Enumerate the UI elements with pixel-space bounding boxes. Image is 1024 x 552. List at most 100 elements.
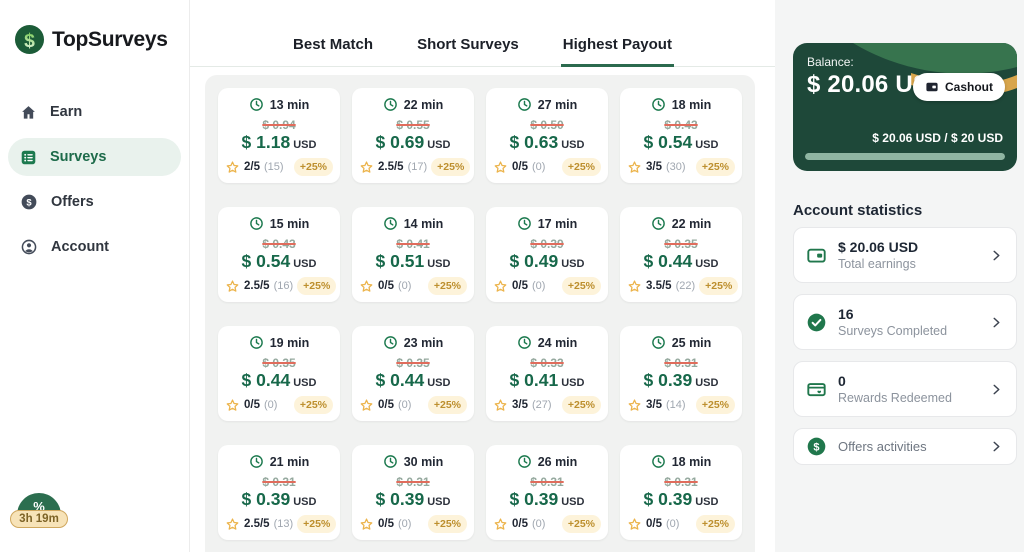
gift-card-icon (806, 379, 827, 400)
survey-card[interactable]: 13 min $ 0.94 $ 1.18 USD 2/5 (15) +25% (218, 88, 340, 183)
survey-duration: 23 min (383, 335, 443, 350)
survey-card-footer: 3.5/5 (22) +25% (627, 277, 739, 295)
survey-card[interactable]: 24 min $ 0.33 $ 0.41 USD 3/5 (27) +25% (486, 326, 608, 421)
balance-progress-text: $ 20.06 USD / $ 20 USD (872, 131, 1003, 145)
sidebar-item-surveys[interactable]: Surveys (8, 138, 181, 176)
survey-duration-label: 26 min (537, 454, 578, 469)
star-icon (493, 160, 508, 175)
survey-card[interactable]: 23 min $ 0.35 $ 0.44 USD 0/5 (0) +25% (352, 326, 474, 421)
stat-text: Offers activities (838, 439, 927, 454)
home-icon (20, 104, 37, 121)
survey-card[interactable]: 30 min $ 0.31 $ 0.39 USD 0/5 (0) +25% (352, 445, 474, 540)
survey-rating: 0/5 (378, 280, 394, 292)
survey-price-value: $ 0.44 (375, 370, 425, 390)
survey-price-value: $ 0.39 (643, 489, 693, 509)
sidebar-item-earn[interactable]: Earn (8, 93, 181, 131)
survey-review-count: (15) (264, 161, 284, 173)
survey-price: $ 0.54 USD (644, 132, 719, 153)
survey-card[interactable]: 22 min $ 0.35 $ 0.44 USD 3.5/5 (22) +25% (620, 207, 742, 302)
survey-review-count: (0) (398, 399, 412, 411)
survey-duration: 22 min (383, 97, 443, 112)
app-logo[interactable]: $ TopSurveys (0, 0, 189, 55)
account-statistics-list: $ 20.06 USD Total earnings 16 Surveys Co… (793, 227, 1017, 476)
survey-old-price: $ 0.31 (664, 356, 698, 370)
survey-card-footer: 0/5 (0) +25% (627, 515, 735, 533)
survey-rating: 0/5 (244, 399, 260, 411)
app-title: TopSurveys (52, 27, 168, 51)
tab-short-surveys[interactable]: Short Surveys (417, 36, 519, 53)
clock-icon (517, 97, 532, 112)
survey-card[interactable]: 18 min $ 0.31 $ 0.39 USD 0/5 (0) +25% (620, 445, 742, 540)
chevron-right-icon (989, 382, 1004, 397)
survey-card[interactable]: 14 min $ 0.41 $ 0.51 USD 0/5 (0) +25% (352, 207, 474, 302)
tab-best-match[interactable]: Best Match (293, 36, 374, 53)
stat-card-total-earnings[interactable]: $ 20.06 USD Total earnings (793, 227, 1017, 283)
bonus-badge: +25% (297, 515, 337, 533)
bonus-badge: +25% (431, 158, 471, 176)
tab-highest-payout[interactable]: Highest Payout (560, 36, 675, 67)
bonus-badge: +25% (297, 277, 337, 295)
survey-old-price: $ 0.31 (396, 475, 430, 489)
clock-icon (651, 216, 666, 231)
survey-duration-label: 19 min (269, 335, 310, 350)
survey-review-count: (27) (532, 399, 552, 411)
survey-price: $ 0.44 USD (644, 251, 719, 272)
survey-card[interactable]: 25 min $ 0.31 $ 0.39 USD 3/5 (14) +25% (620, 326, 742, 421)
survey-card-footer: 3/5 (14) +25% (627, 396, 735, 414)
stat-card-surveys-completed[interactable]: 16 Surveys Completed (793, 294, 1017, 350)
survey-card-footer: 0/5 (0) +25% (225, 396, 333, 414)
star-icon (225, 398, 240, 413)
sidebar-item-offers[interactable]: $ Offers (8, 183, 181, 221)
survey-price: $ 0.41 USD (510, 370, 585, 391)
stat-card-offers-activities[interactable]: $ Offers activities (793, 428, 1017, 465)
survey-card[interactable]: 17 min $ 0.39 $ 0.49 USD 0/5 (0) +25% (486, 207, 608, 302)
survey-duration-label: 27 min (537, 97, 578, 112)
survey-price-currency: USD (427, 139, 451, 151)
survey-duration-label: 17 min (537, 216, 578, 231)
cashout-button[interactable]: Cashout (913, 73, 1005, 101)
survey-price: $ 0.51 USD (376, 251, 451, 272)
survey-card[interactable]: 15 min $ 0.43 $ 0.54 USD 2.5/5 (16) +25% (218, 207, 340, 302)
survey-card[interactable]: 21 min $ 0.31 $ 0.39 USD 2.5/5 (13) +25% (218, 445, 340, 540)
survey-price-currency: USD (427, 258, 451, 270)
stat-label: Total earnings (838, 257, 916, 271)
survey-price-currency: USD (695, 258, 719, 270)
clock-icon (517, 454, 532, 469)
clock-icon (383, 454, 398, 469)
cashout-label: Cashout (945, 80, 993, 94)
sidebar-item-label: Account (51, 239, 109, 255)
survey-card[interactable]: 26 min $ 0.31 $ 0.39 USD 0/5 (0) +25% (486, 445, 608, 540)
survey-card[interactable]: 19 min $ 0.35 $ 0.44 USD 0/5 (0) +25% (218, 326, 340, 421)
clock-icon (651, 97, 666, 112)
survey-price-currency: USD (561, 496, 585, 508)
survey-review-count: (0) (264, 399, 278, 411)
bonus-badge: +25% (427, 515, 467, 533)
survey-review-count: (0) (532, 161, 546, 173)
survey-old-price: $ 0.39 (530, 237, 564, 251)
sidebar-item-account[interactable]: Account (8, 228, 181, 266)
survey-card[interactable]: 22 min $ 0.55 $ 0.69 USD 2.5/5 (17) +25% (352, 88, 474, 183)
promo-timer-widget[interactable]: % 3h 19m (10, 493, 70, 528)
clock-icon (383, 97, 398, 112)
chevron-right-icon (989, 315, 1004, 330)
survey-price-value: $ 0.39 (375, 489, 425, 509)
star-icon (627, 398, 642, 413)
stat-value: 16 (838, 306, 854, 322)
survey-review-count: (14) (666, 399, 686, 411)
survey-duration: 26 min (517, 454, 578, 469)
survey-card[interactable]: 18 min $ 0.43 $ 0.54 USD 3/5 (30) +25% (620, 88, 742, 183)
sidebar-item-label: Surveys (50, 149, 107, 165)
survey-card-footer: 0/5 (0) +25% (359, 277, 467, 295)
clock-icon (517, 216, 532, 231)
stat-text: 0 Rewards Redeemed (838, 373, 952, 405)
survey-rating: 2/5 (244, 161, 260, 173)
survey-price: $ 0.63 USD (510, 132, 585, 153)
clock-icon (383, 335, 398, 350)
survey-old-price: $ 0.31 (664, 475, 698, 489)
stat-card-rewards-redeemed[interactable]: 0 Rewards Redeemed (793, 361, 1017, 417)
survey-price-value: $ 0.69 (375, 132, 425, 152)
sidebar-item-label: Earn (50, 104, 83, 120)
survey-card[interactable]: 27 min $ 0.50 $ 0.63 USD 0/5 (0) +25% (486, 88, 608, 183)
stat-text: $ 20.06 USD Total earnings (838, 239, 918, 271)
survey-rating: 0/5 (378, 518, 394, 530)
